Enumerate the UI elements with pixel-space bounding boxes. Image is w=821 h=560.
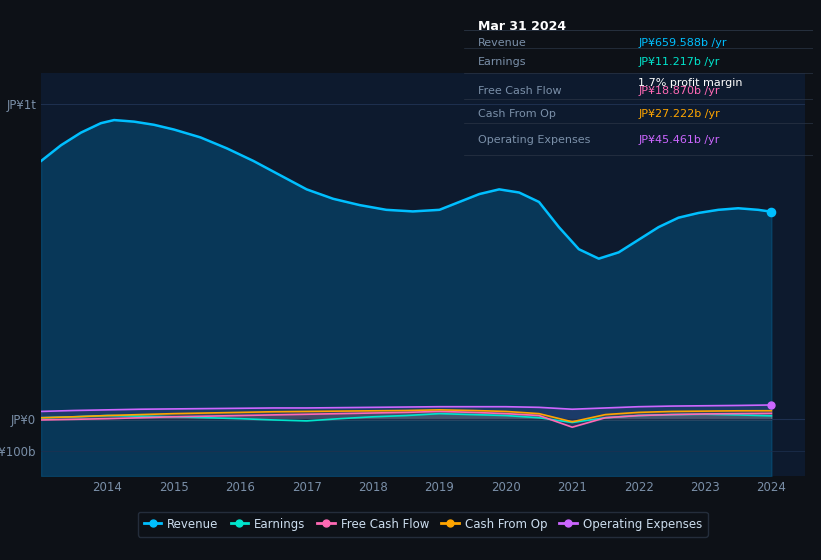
Point <box>765 400 778 409</box>
Text: Free Cash Flow: Free Cash Flow <box>478 86 562 96</box>
Text: JP¥45.461b /yr: JP¥45.461b /yr <box>639 135 720 145</box>
Point <box>765 207 778 216</box>
Legend: Revenue, Earnings, Free Cash Flow, Cash From Op, Operating Expenses: Revenue, Earnings, Free Cash Flow, Cash … <box>138 512 708 536</box>
Text: JP¥27.222b /yr: JP¥27.222b /yr <box>639 109 720 119</box>
Text: Mar 31 2024: Mar 31 2024 <box>478 20 566 33</box>
Text: Operating Expenses: Operating Expenses <box>478 135 590 145</box>
Text: Cash From Op: Cash From Op <box>478 109 556 119</box>
Text: JP¥18.870b /yr: JP¥18.870b /yr <box>639 86 720 96</box>
Text: Earnings: Earnings <box>478 57 526 67</box>
Text: 1.7% profit margin: 1.7% profit margin <box>639 78 743 88</box>
Text: Revenue: Revenue <box>478 38 526 48</box>
Text: JP¥11.217b /yr: JP¥11.217b /yr <box>639 57 720 67</box>
Text: JP¥659.588b /yr: JP¥659.588b /yr <box>639 38 727 48</box>
